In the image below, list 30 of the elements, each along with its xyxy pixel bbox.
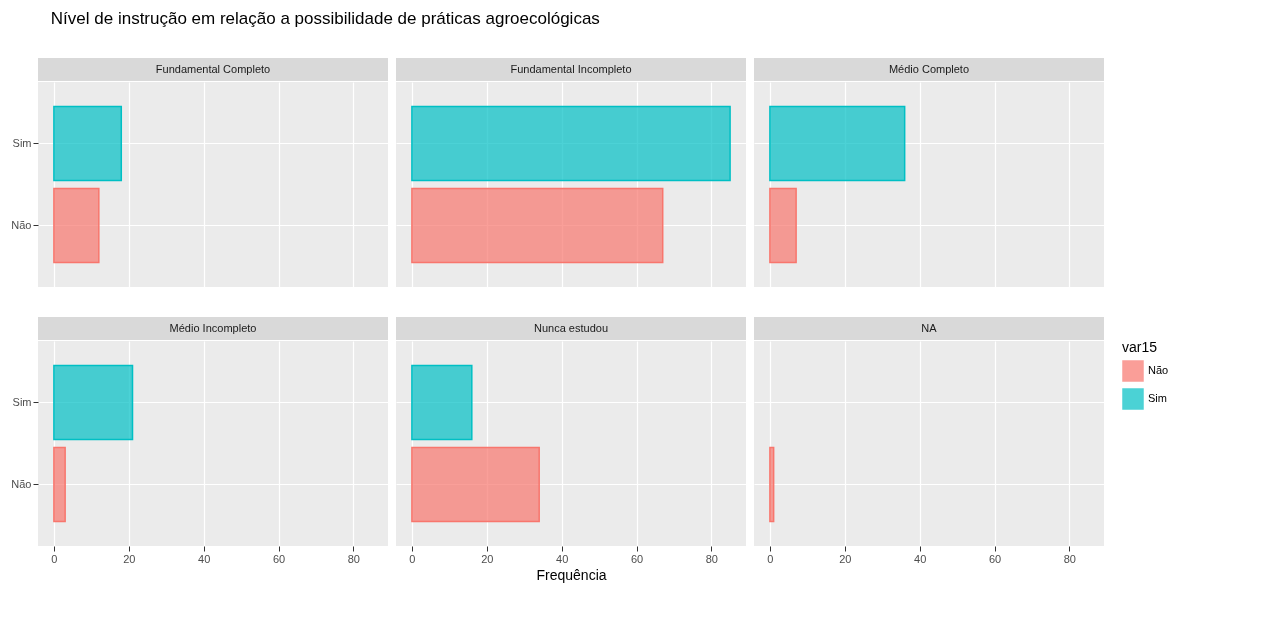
text: Nível de instrução em relação a possibilidade de práticas agroecológicas: [50, 9, 600, 28]
chart-title: Fundamental Incompleto: [510, 63, 632, 75]
legend-label: Não: [1148, 364, 1169, 376]
x-tick-label: 0: [409, 552, 416, 565]
x-tick-label: 80: [347, 552, 360, 565]
y-tick-label: Sim: [12, 136, 32, 149]
legend-label: Sim: [1148, 392, 1167, 404]
x-tick-label: 80: [1063, 552, 1076, 565]
x-tick-label: 60: [988, 552, 1002, 565]
x-tick-label: 80: [705, 552, 718, 565]
x-tick-label: 40: [914, 552, 927, 565]
x-tick-label: 60: [630, 552, 644, 565]
x-tick-label: 60: [272, 552, 286, 565]
x-tick-label: 0: [767, 552, 774, 565]
x-tick-label: 40: [198, 552, 211, 565]
y-tick-label: Sim: [12, 395, 32, 408]
chart-title: Nunca estudou: [534, 322, 608, 334]
x-tick-label: 20: [839, 552, 852, 565]
chart-title: Fundamental Completo: [155, 63, 271, 75]
y-tick-label: Não: [11, 218, 32, 231]
x-tick-label: 20: [481, 552, 494, 565]
chart-title: NA: [921, 322, 938, 334]
legend-title: var15: [1122, 339, 1158, 355]
x-tick-label: 0: [51, 552, 58, 565]
y-tick-label: Não: [11, 477, 32, 490]
chart-title: Médio Completo: [888, 63, 970, 75]
x-axis-title: Frequência: [536, 566, 607, 583]
chart-title: Médio Incompleto: [169, 322, 257, 334]
x-tick-label: 40: [556, 552, 569, 565]
x-tick-label: 20: [123, 552, 136, 565]
